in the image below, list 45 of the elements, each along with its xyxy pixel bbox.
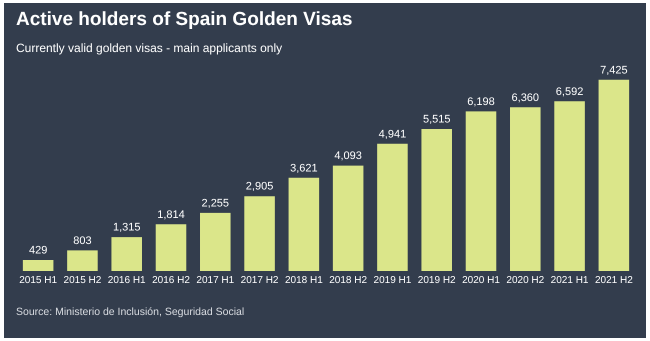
- x-tick-label: 2015 H1: [19, 274, 58, 286]
- bar: [156, 224, 186, 271]
- bar: [288, 178, 320, 271]
- bar: [332, 166, 364, 271]
- x-tick-label: 2018 H1: [284, 274, 324, 286]
- bar: [200, 212, 231, 271]
- bar: [244, 196, 275, 271]
- data-label: 6,198: [467, 96, 495, 108]
- data-label: 429: [28, 244, 48, 256]
- x-tick-label: 2021 H2: [594, 274, 634, 286]
- data-label: 5,515: [422, 114, 450, 126]
- bar: [67, 250, 98, 271]
- bar: [421, 128, 452, 271]
- chart-subtitle: Currently valid golden visas - main applicants only: [16, 41, 282, 55]
- data-label: 6,360: [512, 92, 540, 104]
- x-tick-label: 2018 H2: [329, 274, 368, 286]
- bar: [377, 144, 408, 271]
- bar: [598, 80, 630, 271]
- x-tick-label: 2016 H2: [152, 274, 190, 286]
- x-tick-label: 2017 H2: [240, 274, 279, 286]
- data-label: 4,093: [334, 150, 362, 162]
- x-tick-label: 2021 H1: [550, 274, 589, 286]
- x-tick-label: 2019 H2: [418, 274, 456, 286]
- x-tick-label: 2019 H1: [374, 274, 412, 286]
- bar: [466, 111, 496, 271]
- data-label: 3,621: [290, 162, 318, 174]
- x-tick-label: 2020 H2: [506, 274, 545, 286]
- data-label: 1,315: [112, 222, 140, 234]
- bar: [22, 260, 54, 271]
- bar: [554, 101, 585, 271]
- x-tick-label: 2017 H1: [196, 274, 235, 286]
- data-label: 1,814: [157, 208, 185, 221]
- chart-title: Active holders of Spain Golden Visas: [16, 9, 352, 31]
- data-label: 2,255: [202, 197, 230, 210]
- data-label: 803: [73, 234, 92, 247]
- data-label: 4,941: [378, 128, 406, 140]
- data-label: 6,592: [556, 86, 584, 98]
- x-tick-label: 2016 H1: [108, 274, 146, 286]
- source-note: Source: Ministerio de Inclusión, Seguridad Social: [16, 306, 244, 318]
- x-tick-label: 2020 H1: [462, 274, 500, 286]
- data-label: 2,905: [246, 180, 274, 193]
- bar: [111, 237, 142, 271]
- data-label: 7,425: [600, 64, 628, 76]
- bar: [510, 107, 541, 271]
- x-tick-label: 2015 H2: [64, 274, 102, 286]
